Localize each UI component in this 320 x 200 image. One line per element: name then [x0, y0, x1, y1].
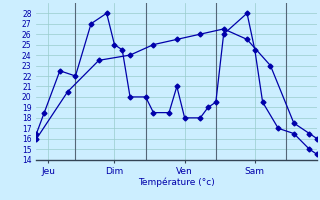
X-axis label: Température (°c): Température (°c) — [139, 178, 215, 187]
